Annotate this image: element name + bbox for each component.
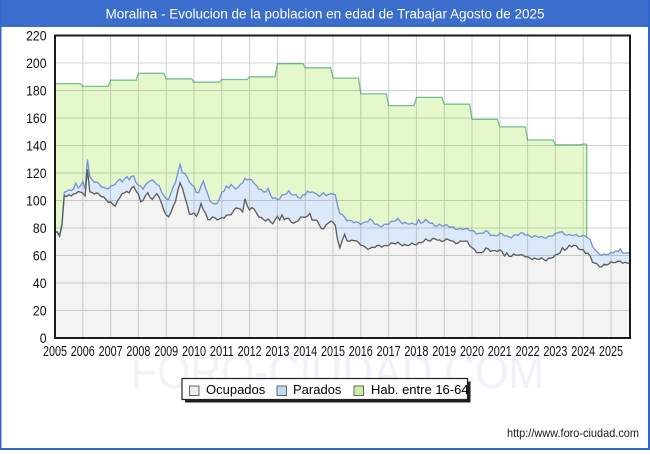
svg-text:2023: 2023 xyxy=(543,344,567,360)
svg-text:40: 40 xyxy=(33,275,47,291)
svg-text:2014: 2014 xyxy=(293,344,317,360)
svg-text:2011: 2011 xyxy=(210,344,234,360)
svg-text:2006: 2006 xyxy=(71,344,95,360)
svg-text:http://www.foro-ciudad.com: http://www.foro-ciudad.com xyxy=(507,426,639,440)
svg-text:2021: 2021 xyxy=(488,344,512,360)
svg-text:0: 0 xyxy=(40,330,47,346)
svg-text:140: 140 xyxy=(26,138,47,154)
svg-text:2005: 2005 xyxy=(43,344,67,360)
svg-text:2012: 2012 xyxy=(238,344,262,360)
svg-text:2007: 2007 xyxy=(99,344,123,360)
svg-text:120: 120 xyxy=(26,165,47,181)
svg-text:180: 180 xyxy=(26,83,47,99)
svg-text:80: 80 xyxy=(33,220,47,236)
svg-text:20: 20 xyxy=(33,303,47,319)
svg-text:Ocupados: Ocupados xyxy=(206,382,266,397)
svg-text:2019: 2019 xyxy=(432,344,456,360)
svg-text:Moralina - Evolucion de la pob: Moralina - Evolucion de la poblacion en … xyxy=(105,7,544,22)
svg-text:2017: 2017 xyxy=(377,344,401,360)
svg-text:2015: 2015 xyxy=(321,344,345,360)
svg-text:2013: 2013 xyxy=(265,344,289,360)
svg-text:2010: 2010 xyxy=(182,344,206,360)
svg-text:200: 200 xyxy=(26,55,47,71)
svg-text:60: 60 xyxy=(33,248,47,264)
svg-text:2022: 2022 xyxy=(516,344,540,360)
svg-text:2020: 2020 xyxy=(460,344,484,360)
svg-text:100: 100 xyxy=(26,193,47,209)
svg-text:2025: 2025 xyxy=(599,344,623,360)
svg-text:Parados: Parados xyxy=(293,382,342,397)
svg-text:2016: 2016 xyxy=(349,344,373,360)
svg-text:2009: 2009 xyxy=(154,344,178,360)
svg-text:160: 160 xyxy=(26,110,47,126)
svg-text:Hab. entre 16-64: Hab. entre 16-64 xyxy=(371,382,469,397)
svg-text:2018: 2018 xyxy=(404,344,428,360)
svg-text:2008: 2008 xyxy=(126,344,150,360)
svg-text:2024: 2024 xyxy=(571,344,595,360)
svg-text:220: 220 xyxy=(26,28,47,44)
